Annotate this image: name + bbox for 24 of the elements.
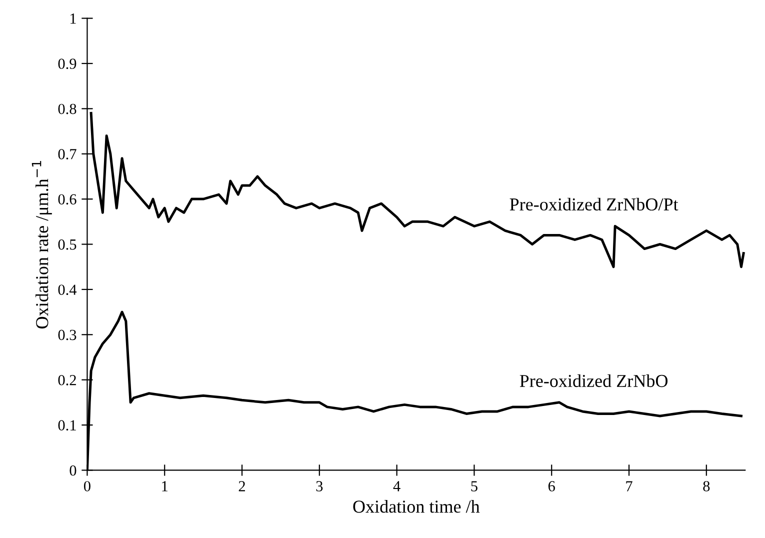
y-tick-label: 0 [70, 465, 76, 476]
y-tick-label: 0.5 [58, 239, 76, 250]
x-tick-label: 4 [393, 481, 400, 492]
y-tick-label: 1 [70, 14, 76, 24]
y-axis-title: Oxidation rate /μm.h$^{−1}$ [32, 160, 52, 328]
y-tick-label: 0.8 [58, 104, 76, 114]
y-tick-label: 0.2 [58, 374, 76, 386]
x-tick-label: 1 [162, 481, 168, 492]
y-tick-label: 0.4 [58, 284, 77, 295]
y-tick-label: 0.3 [58, 330, 76, 340]
x-tick-label: 8 [703, 481, 710, 492]
y-tick-label: 0.7 [58, 149, 76, 160]
y-tick-label: 0.6 [58, 194, 76, 205]
x-tick-label: 6 [548, 481, 555, 492]
y-tick-label: 0.1 [58, 420, 76, 431]
series-label: Pre-oxidized ZrNbO [520, 374, 668, 388]
x-tick-label: 7 [626, 481, 632, 492]
x-tick-label: 3 [316, 481, 323, 492]
y-tick-label: 0.9 [58, 58, 76, 69]
x-tick-label: 0 [84, 481, 90, 492]
x-tick-label: 2 [238, 481, 245, 492]
x-axis-title: Oxidation time /h [353, 500, 480, 513]
series-label: Pre-oxidized ZrNbO/Pt [510, 198, 678, 211]
x-tick-label: 5 [471, 481, 478, 492]
